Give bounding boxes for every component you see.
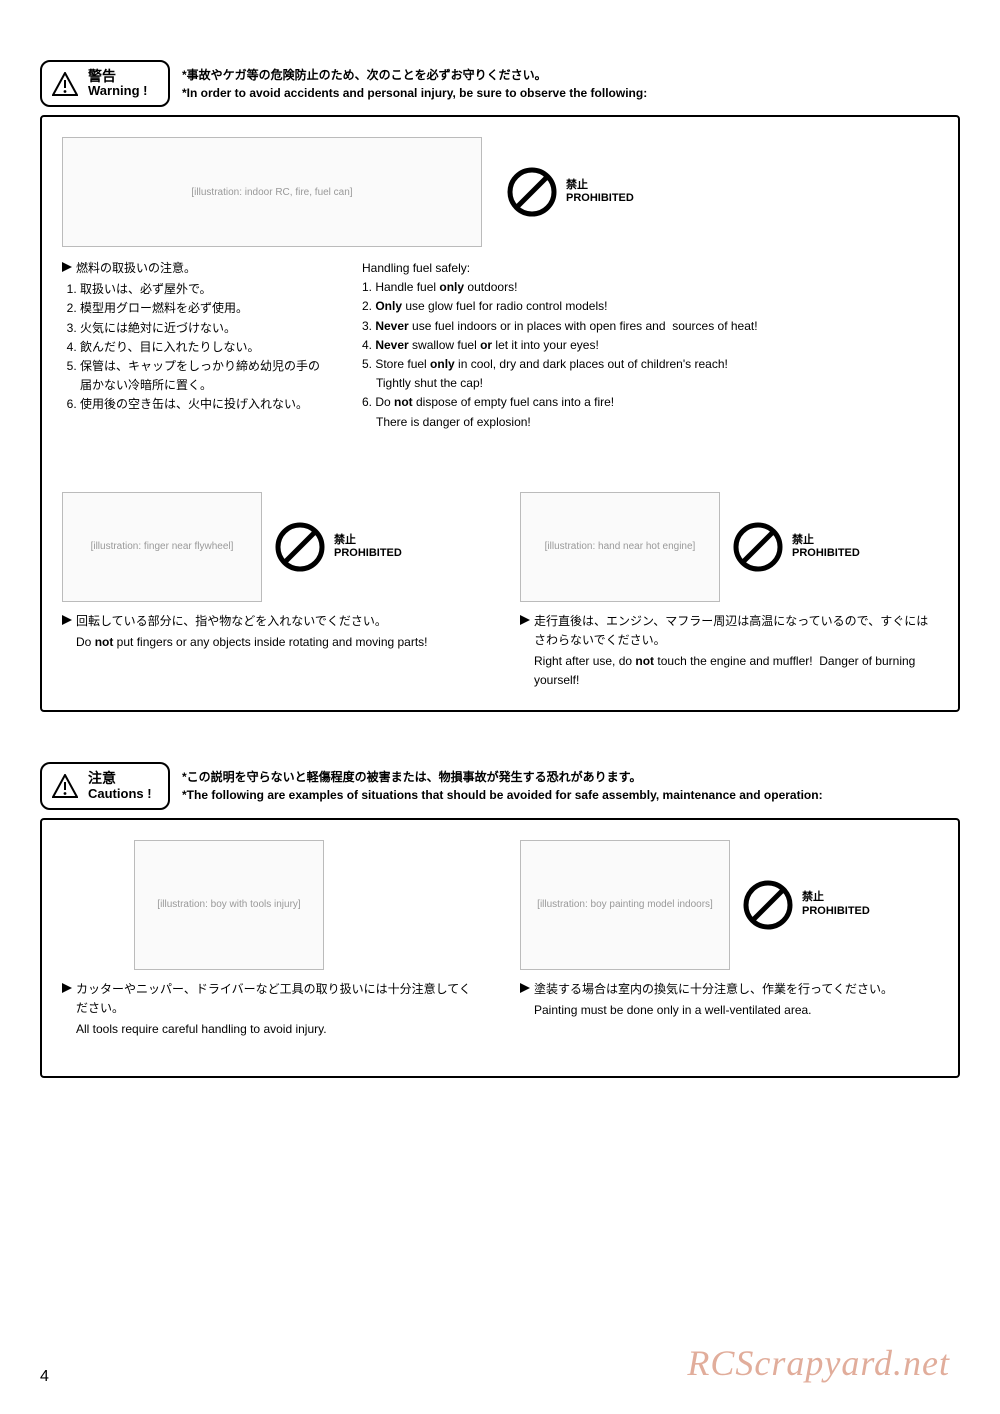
cautions-label-box: 注意 Cautions !	[40, 762, 170, 809]
tools-jp: カッターやニッパー、ドライバーなど工具の取り扱いには十分注意してください。	[76, 980, 480, 1018]
prohibited-icon	[742, 879, 794, 931]
page-number: 4	[40, 1368, 49, 1386]
prohibited-icon	[506, 166, 558, 218]
prohibited-jp: 禁止	[334, 534, 402, 547]
prohibited-group: 禁止 PROHIBITED	[506, 166, 634, 218]
flywheel-illustration: [illustration: finger near flywheel]	[62, 492, 262, 602]
fuel-illustration-row: [illustration: indoor RC, fire, fuel can…	[62, 137, 938, 247]
cautions-row: [illustration: boy with tools injury] カッ…	[62, 840, 938, 1040]
prohibited-jp: 禁止	[566, 179, 634, 192]
fuel-text-jp: 燃料の取扱いの注意。 取扱いは、必ず屋外で。 模型用グロー燃料を必ず使用。 火気…	[62, 259, 322, 432]
list-item: 火気には絶対に近づけない。	[80, 319, 322, 338]
hot-engine-illustration: [illustration: hand near hot engine]	[520, 492, 720, 602]
warning-desc-jp: *事故やケガ等の危険防止のため、次のことを必ずお守りください。	[182, 66, 647, 84]
list-item: 使用後の空き缶は、火中に投げ入れない。	[80, 395, 322, 414]
prohibited-jp: 禁止	[802, 891, 870, 904]
cautions-desc-en: *The following are examples of situation…	[182, 786, 823, 804]
warning-triangle-icon	[52, 72, 78, 96]
cautions-description: *この説明を守らないと軽傷程度の被害または、物損事故が発生する恐れがあります。 …	[182, 768, 823, 804]
warning-label-jp: 警告	[88, 68, 147, 84]
warning-header: 警告 Warning ! *事故やケガ等の危険防止のため、次のことを必ずお守りく…	[40, 60, 960, 107]
prohibited-icon	[732, 521, 784, 573]
cautions-desc-jp: *この説明を守らないと軽傷程度の被害または、物損事故が発生する恐れがあります。	[182, 768, 823, 786]
caution-triangle-icon	[52, 774, 78, 798]
painting-illustration: [illustration: boy painting model indoor…	[520, 840, 730, 970]
prohibited-en: PROHIBITED	[334, 547, 402, 560]
cautions-header: 注意 Cautions ! *この説明を守らないと軽傷程度の被害または、物損事故…	[40, 762, 960, 809]
list-item: 模型用グロー燃料を必ず使用。	[80, 299, 322, 318]
warning-content-box: [illustration: indoor RC, fire, fuel can…	[40, 115, 960, 712]
hot-engine-column: [illustration: hand near hot engine] 禁止 …	[520, 492, 938, 691]
tools-illustration: [illustration: boy with tools injury]	[134, 840, 324, 970]
prohibited-en: PROHIBITED	[802, 905, 870, 918]
fuel-text-en: Handling fuel safely: 1. Handle fuel onl…	[362, 259, 938, 432]
warning-desc-en: *In order to avoid accidents and persona…	[182, 84, 647, 102]
rotating-column: [illustration: finger near flywheel] 禁止 …	[62, 492, 480, 691]
warning-lower-row: [illustration: finger near flywheel] 禁止 …	[62, 492, 938, 691]
list-item: 取扱いは、必ず屋外で。	[80, 280, 322, 299]
list-item: 飲んだり、目に入れたりしない。	[80, 338, 322, 357]
hot-jp: 走行直後は、エンジン、マフラー周辺は高温になっているので、すぐにはさわらないでく…	[534, 612, 938, 650]
prohibited-en: PROHIBITED	[792, 547, 860, 560]
list-item: 保管は、キャップをしっかり締め幼児の手の届かない冷暗所に置く。	[80, 357, 322, 395]
warning-label-en: Warning !	[88, 84, 147, 99]
cautions-content-box: [illustration: boy with tools injury] カッ…	[40, 818, 960, 1078]
paint-jp: 塗装する場合は室内の換気に十分注意し、作業を行ってください。	[534, 980, 893, 999]
warning-description: *事故やケガ等の危険防止のため、次のことを必ずお守りください。 *In orde…	[182, 66, 647, 102]
paint-column: [illustration: boy painting model indoor…	[520, 840, 938, 1040]
cautions-label-en: Cautions !	[88, 787, 152, 802]
paint-en: Painting must be done only in a well-ven…	[520, 1001, 938, 1020]
cautions-label-jp: 注意	[88, 770, 152, 786]
prohibited-jp: 禁止	[792, 534, 860, 547]
prohibited-en: PROHIBITED	[566, 192, 634, 205]
fuel-title-en: Handling fuel safely:	[362, 259, 938, 278]
tools-en: All tools require careful handling to av…	[62, 1020, 480, 1039]
watermark-text: RCScrapyard.net	[687, 1342, 950, 1384]
prohibited-icon	[274, 521, 326, 573]
fuel-title-jp: 燃料の取扱いの注意。	[76, 259, 196, 278]
tools-column: [illustration: boy with tools injury] カッ…	[62, 840, 480, 1040]
rotating-jp: 回転している部分に、指や物などを入れないでください。	[76, 612, 387, 631]
indoor-fire-illustration: [illustration: indoor RC, fire, fuel can…	[62, 137, 482, 247]
warning-label-box: 警告 Warning !	[40, 60, 170, 107]
fuel-text-row: 燃料の取扱いの注意。 取扱いは、必ず屋外で。 模型用グロー燃料を必ず使用。 火気…	[62, 259, 938, 432]
